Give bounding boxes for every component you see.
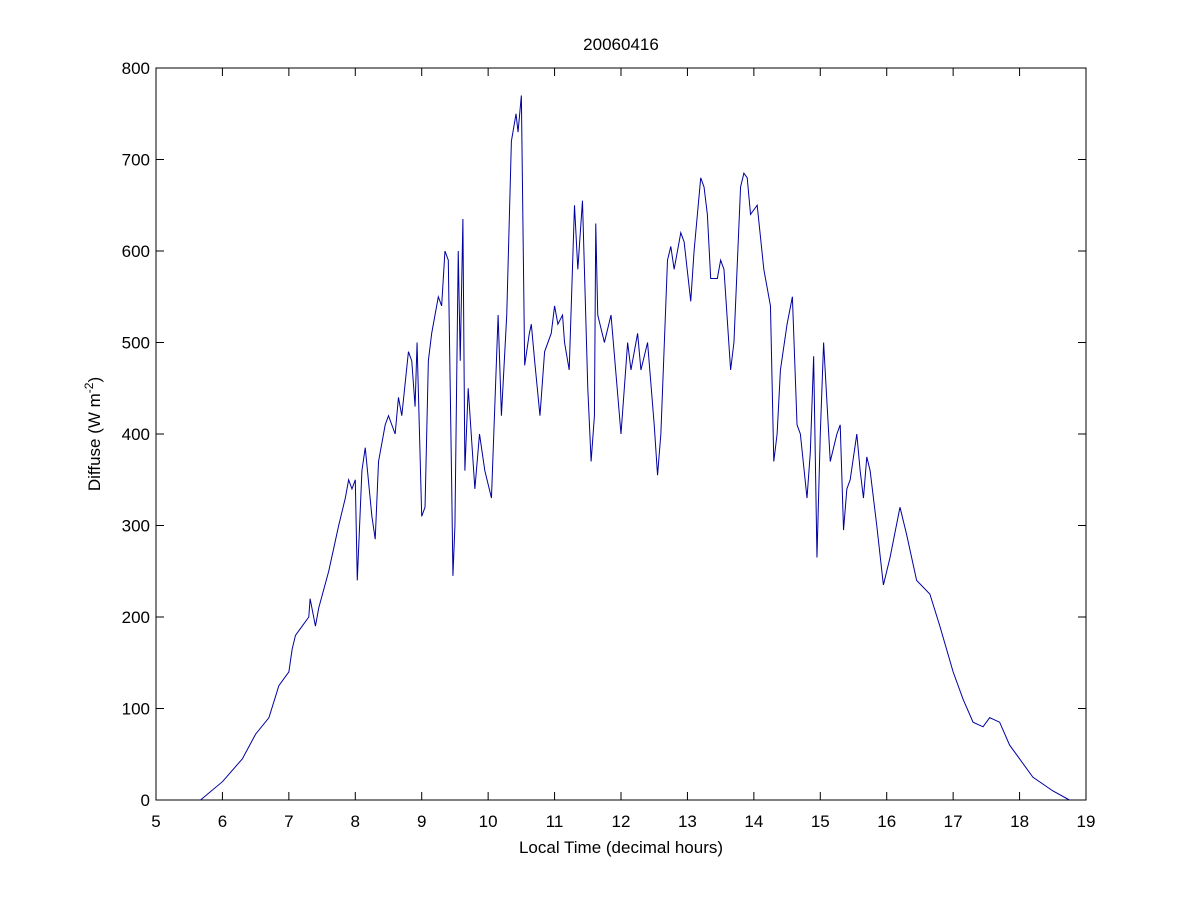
x-tick-label: 17 bbox=[944, 812, 963, 831]
x-tick-label: 16 bbox=[877, 812, 896, 831]
x-tick-label: 12 bbox=[612, 812, 631, 831]
y-tick-label: 0 bbox=[141, 791, 150, 810]
y-tick-label: 800 bbox=[122, 59, 150, 78]
x-tick-label: 15 bbox=[811, 812, 830, 831]
x-tick-label: 8 bbox=[351, 812, 360, 831]
y-tick-label: 300 bbox=[122, 517, 150, 536]
x-tick-label: 10 bbox=[479, 812, 498, 831]
y-tick-label: 700 bbox=[122, 151, 150, 170]
x-tick-label: 11 bbox=[546, 812, 564, 831]
x-axis-label: Local Time (decimal hours) bbox=[519, 838, 723, 857]
y-tick-label: 200 bbox=[122, 608, 150, 627]
y-label-text: Diffuse (W m bbox=[85, 393, 104, 491]
x-tick-label: 19 bbox=[1077, 812, 1096, 831]
y-tick-label: 600 bbox=[122, 242, 150, 261]
x-tick-label: 9 bbox=[417, 812, 426, 831]
x-tick-label: 18 bbox=[1010, 812, 1029, 831]
x-tick-label: 7 bbox=[284, 812, 293, 831]
y-axis-label: Diffuse (W m-2) bbox=[82, 377, 104, 491]
x-tick-label: 6 bbox=[218, 812, 227, 831]
x-tick-label: 13 bbox=[678, 812, 697, 831]
x-tick-label: 5 bbox=[151, 812, 160, 831]
x-tick-label: 14 bbox=[744, 812, 763, 831]
data-line bbox=[200, 95, 1070, 801]
y-tick-label: 400 bbox=[122, 425, 150, 444]
y-tick-label: 500 bbox=[122, 334, 150, 353]
chart-title: 20060416 bbox=[583, 35, 659, 54]
y-label-end: ) bbox=[85, 377, 104, 383]
y-tick-label: 100 bbox=[122, 700, 150, 719]
y-label-sup: -2 bbox=[82, 382, 96, 393]
